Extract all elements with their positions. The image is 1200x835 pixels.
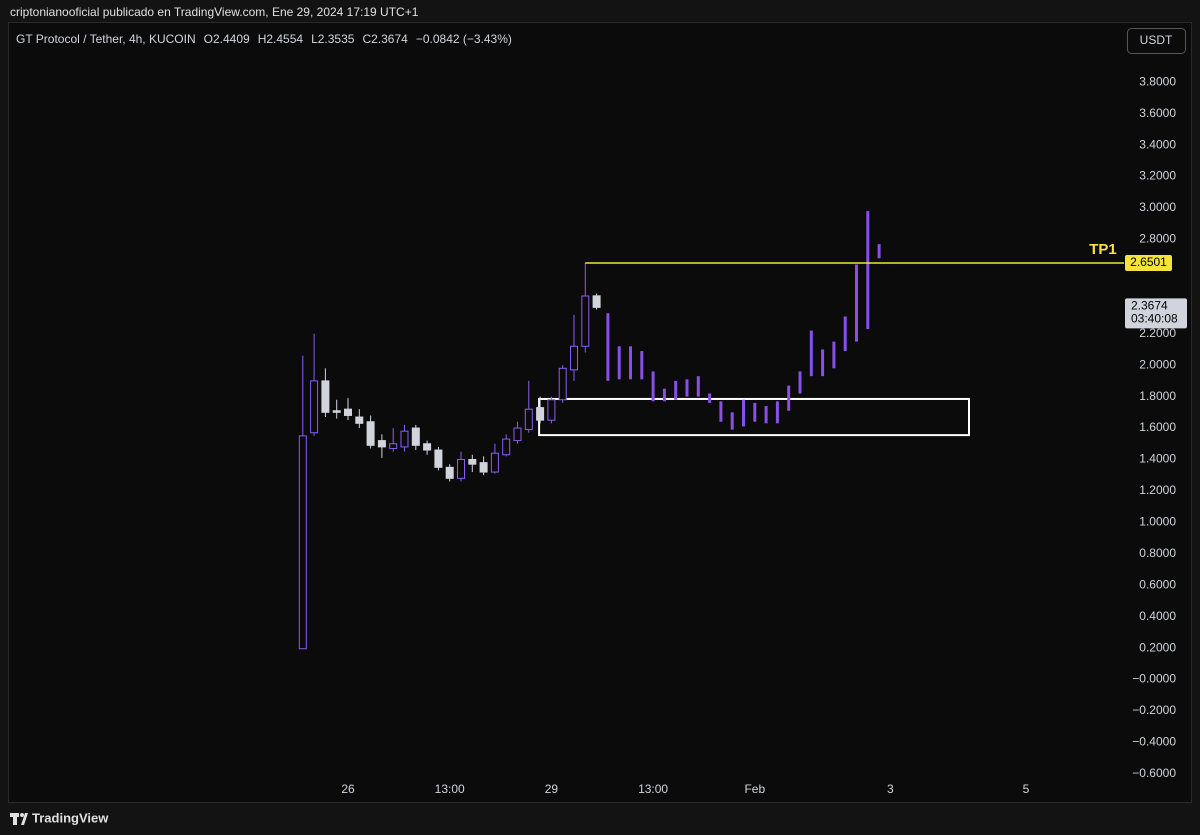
ohlc-letter: O — [204, 32, 213, 46]
x-tick-label: 13:00 — [435, 782, 465, 796]
countdown: 03:40:08 — [1131, 312, 1178, 326]
brand-logo — [10, 813, 28, 825]
y-tick-label: −0.6000 — [1132, 766, 1176, 780]
symbol: GT Protocol / Tether, 4h, KUCOIN — [16, 32, 196, 46]
candle-body — [502, 438, 511, 456]
candle-body — [310, 380, 319, 434]
candle-body — [479, 462, 488, 473]
currency: USDT — [1140, 33, 1173, 47]
candle-body — [457, 458, 465, 479]
candle-body — [389, 443, 398, 449]
x-tick-label: 5 — [1023, 782, 1030, 796]
candle-body — [468, 458, 477, 465]
ohlc-letter: H — [258, 32, 267, 46]
candle-body — [366, 421, 375, 446]
candle-body — [558, 367, 567, 401]
y-tick-label: 1.0000 — [1139, 515, 1176, 529]
y-tick-label: 2.8000 — [1139, 232, 1176, 246]
y-tick-label: 3.8000 — [1139, 74, 1176, 88]
candle-body — [423, 443, 432, 451]
candle-body — [536, 407, 545, 421]
open-value: 2.4409 — [213, 32, 250, 46]
y-tick-label: 0.4000 — [1139, 609, 1176, 623]
x-tick-label: 13:00 — [638, 782, 668, 796]
candle-body — [332, 410, 341, 413]
tp1-label: TP1 — [1089, 241, 1117, 258]
ohlc-letter: C — [362, 32, 371, 46]
candle-body — [592, 295, 601, 308]
y-tick-label: 2.0000 — [1139, 357, 1176, 371]
y-tick-label: 3.2000 — [1139, 169, 1176, 183]
high-value: 2.4554 — [266, 32, 303, 46]
y-tick-label: −0.0000 — [1132, 672, 1176, 686]
y-tick-label: 2.2000 — [1139, 326, 1176, 340]
candle-body — [344, 408, 352, 416]
tp1-tag-text: 2.6501 — [1130, 255, 1167, 269]
candle-body — [321, 380, 330, 413]
price-tag-text: 2.3674 — [1131, 299, 1168, 313]
low-value: 2.3535 — [318, 32, 355, 46]
y-tick-label: −0.2000 — [1132, 703, 1176, 717]
candle-body — [547, 399, 556, 421]
y-tick-label: 1.2000 — [1139, 483, 1176, 497]
y-tick-label: 1.6000 — [1139, 420, 1176, 434]
chart-frame — [8, 22, 1192, 803]
candle-body — [411, 427, 420, 446]
y-tick-label: 3.4000 — [1139, 137, 1176, 151]
price-tag — [1125, 298, 1187, 329]
x-tick-label: 26 — [341, 782, 355, 796]
candle-body — [570, 345, 578, 371]
candle-body — [434, 449, 443, 468]
brand: TradingView — [32, 810, 109, 825]
x-tick-label: 29 — [545, 782, 559, 796]
candle-body — [445, 466, 454, 479]
candle-body — [490, 452, 499, 473]
y-tick-label: 3.0000 — [1139, 200, 1176, 214]
candle-body — [581, 295, 590, 347]
author-line: criptonianooficial publicado en TradingV… — [10, 5, 419, 19]
tp1-tag — [1125, 254, 1172, 271]
candle-body — [524, 408, 533, 431]
close-value: 2.3674 — [371, 32, 408, 46]
y-tick-label: 1.4000 — [1139, 452, 1176, 466]
x-tick-label: Feb — [744, 782, 765, 796]
candle-body — [513, 427, 522, 442]
symbol-line: GT Protocol / Tether, 4h, KUCOIN O2.4409 H… — [16, 32, 512, 46]
change: −0.0842 (−3.43%) — [416, 32, 512, 46]
candle-body — [355, 416, 364, 424]
ohlc-letter: L — [311, 32, 318, 46]
y-tick-label: 0.8000 — [1139, 546, 1176, 560]
candle-body — [377, 440, 386, 448]
y-tick-label: 0.2000 — [1139, 640, 1176, 654]
y-tick-label: 1.8000 — [1139, 389, 1176, 403]
candle-body — [400, 430, 409, 448]
x-tick-label: 3 — [887, 782, 894, 796]
candle-body — [298, 435, 307, 650]
y-tick-label: −0.4000 — [1132, 735, 1176, 749]
y-tick-label: 0.6000 — [1139, 577, 1176, 591]
currency-button[interactable] — [1127, 28, 1186, 54]
y-tick-label: 3.6000 — [1139, 106, 1176, 120]
